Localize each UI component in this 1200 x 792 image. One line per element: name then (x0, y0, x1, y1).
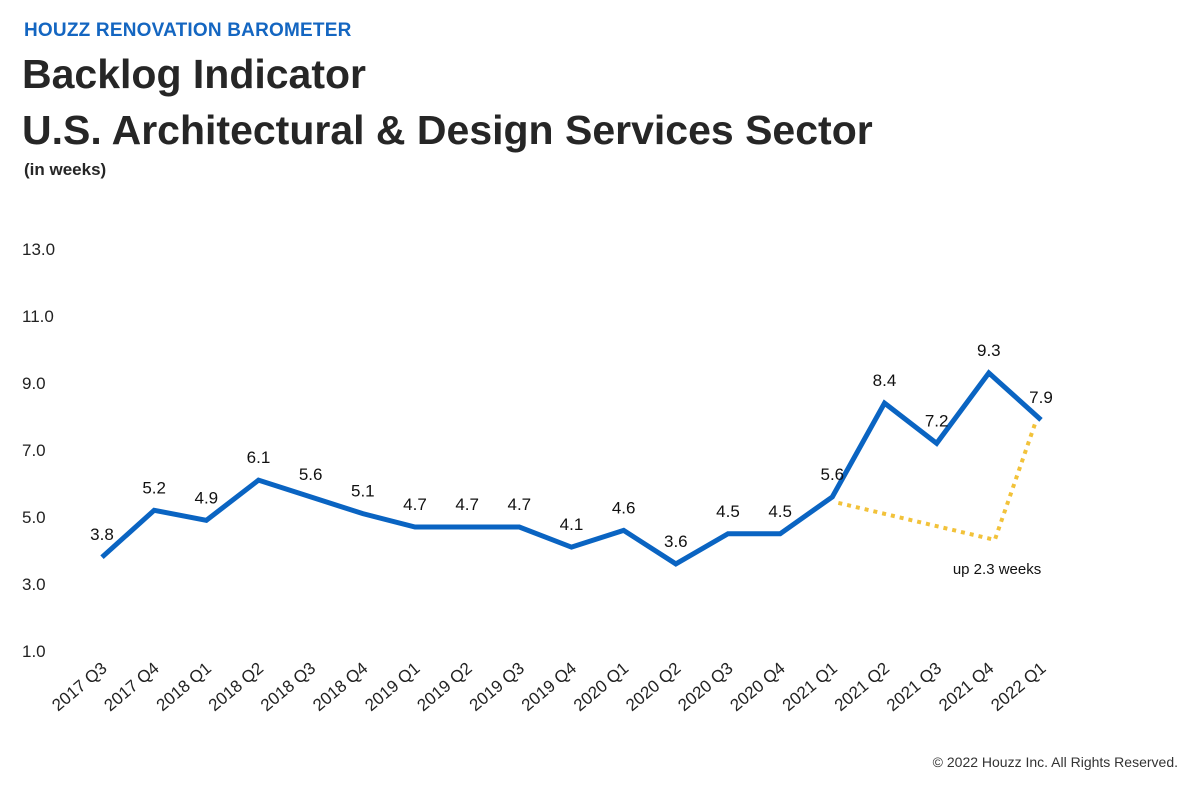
x-tick-label: 2021 Q1 (779, 659, 841, 715)
x-tick-label: 2022 Q1 (987, 659, 1049, 715)
unit-label: (in weeks) (24, 160, 107, 179)
data-label: 4.1 (560, 515, 584, 534)
x-tick-label: 2019 Q4 (518, 659, 580, 715)
y-tick-label: 5.0 (22, 508, 46, 527)
data-label: 4.6 (612, 498, 636, 517)
y-tick-label: 9.0 (22, 374, 46, 393)
x-tick-label: 2018 Q1 (153, 659, 215, 715)
x-tick-label: 2020 Q2 (622, 659, 684, 715)
brand-label: HOUZZ RENOVATION BAROMETER (24, 20, 352, 41)
y-tick-label: 7.0 (22, 441, 46, 460)
annotation-group: up 2.3 weeks (837, 423, 1041, 578)
x-tick-label: 2019 Q1 (361, 659, 423, 715)
x-tick-label: 2020 Q1 (570, 659, 632, 715)
data-label: 5.2 (142, 478, 166, 497)
annotation-text: up 2.3 weeks (953, 561, 1041, 578)
data-label: 4.7 (455, 495, 479, 514)
x-tick-label: 2018 Q2 (205, 659, 267, 715)
y-axis: 1.0 3.0 5.0 7.0 9.0 11.0 13.0 (22, 240, 55, 661)
x-tick-label: 2019 Q2 (414, 659, 476, 715)
data-labels: 3.8 5.2 4.9 6.1 5.6 5.1 4.7 4.7 4.7 4.1 4.6 3.6 4.5 4… (90, 341, 1053, 551)
data-label: 9.3 (977, 341, 1001, 360)
x-tick-label: 2021 Q4 (935, 659, 997, 715)
data-label: 5.6 (299, 465, 323, 484)
data-label: 4.5 (768, 502, 792, 521)
data-label: 5.1 (351, 482, 375, 501)
series-line-group (100, 369, 1043, 567)
data-label: 7.2 (925, 411, 949, 430)
x-tick-label: 2017 Q4 (101, 659, 163, 715)
data-label: 8.4 (873, 371, 897, 390)
x-tick-label: 2018 Q3 (257, 659, 319, 715)
series-line (100, 369, 1043, 567)
data-label: 7.9 (1029, 388, 1053, 407)
data-label: 3.6 (664, 532, 688, 551)
data-label: 5.6 (821, 465, 845, 484)
x-tick-label: 2021 Q2 (831, 659, 893, 715)
x-tick-label: 2017 Q3 (48, 659, 110, 715)
x-tick-label: 2020 Q4 (727, 659, 789, 715)
y-tick-label: 13.0 (22, 240, 55, 259)
data-label: 4.9 (195, 488, 219, 507)
copyright: © 2022 Houzz Inc. All Rights Reserved. (932, 754, 1178, 770)
x-tick-label: 2020 Q3 (674, 659, 736, 715)
x-tick-label: 2021 Q3 (883, 659, 945, 715)
x-tick-label: 2018 Q4 (309, 659, 371, 715)
y-tick-label: 1.0 (22, 642, 46, 661)
data-label: 3.8 (90, 525, 114, 544)
chart-title-line2: U.S. Architectural & Design Services Sec… (22, 107, 873, 153)
data-label: 4.7 (403, 495, 427, 514)
y-tick-label: 11.0 (22, 307, 54, 326)
data-label: 6.1 (247, 448, 271, 467)
y-tick-label: 3.0 (22, 575, 46, 594)
chart-title: Backlog Indicator U.S. Architectural & D… (22, 46, 873, 158)
chart-title-line1: Backlog Indicator (22, 51, 367, 97)
x-tick-label: 2019 Q3 (466, 659, 528, 715)
data-label: 4.7 (508, 495, 532, 514)
data-label: 4.5 (716, 502, 740, 521)
